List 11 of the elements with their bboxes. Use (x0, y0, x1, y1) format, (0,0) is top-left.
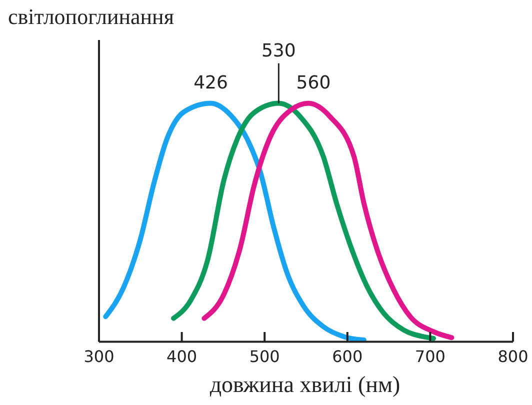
x-tick-label: 700 (414, 347, 446, 366)
annotation: 530 (261, 40, 296, 62)
x-tick-label: 600 (332, 347, 363, 366)
annotation: 560 (296, 72, 331, 94)
x-tick-label: 300 (84, 347, 114, 366)
y-axis-title: світлопоглинання (8, 4, 174, 29)
annotation: 426 (194, 72, 228, 94)
x-tick-label: 500 (249, 347, 280, 366)
x-tick-label: 800 (498, 347, 528, 366)
x-axis-title: довжина хвилі (нм) (210, 372, 400, 397)
x-tick-label: 400 (166, 347, 198, 366)
